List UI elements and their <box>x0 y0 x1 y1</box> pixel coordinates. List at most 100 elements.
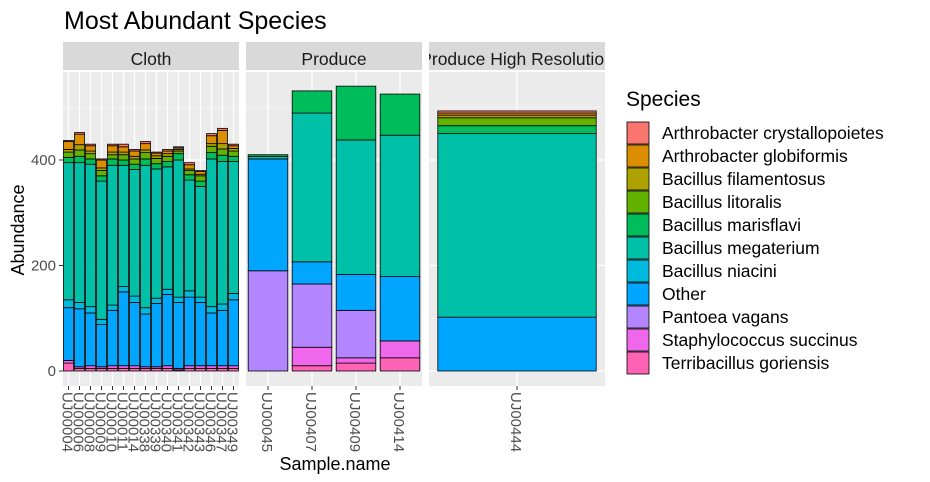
bar-segment <box>206 306 217 314</box>
bar-segment <box>74 144 85 151</box>
y-tick-label: 200 <box>31 258 56 275</box>
bar-segment <box>335 85 377 141</box>
legend-key <box>626 259 650 283</box>
bar-segment <box>379 93 421 136</box>
bar-segment <box>291 365 333 372</box>
bar-segment <box>247 154 289 157</box>
y-tick-label: 400 <box>31 152 56 169</box>
y-axis: 0 200 400 <box>31 152 63 380</box>
bar-segment <box>151 297 162 304</box>
bar-segment <box>247 158 289 272</box>
facet-strip <box>63 42 239 70</box>
bar-segment <box>206 312 217 367</box>
bar-segment <box>195 302 206 367</box>
legend-item: Arthrobacter crystallopoietes <box>626 121 884 145</box>
legend-label: Arthrobacter globiformis <box>662 146 848 166</box>
bar-segment <box>184 164 195 170</box>
legend-label: Other <box>662 284 706 304</box>
legend-item: Staphylococcus succinus <box>626 328 858 352</box>
bar-segment <box>107 304 118 311</box>
bar-segment <box>118 291 129 367</box>
bar-segment <box>96 158 107 161</box>
bar-segment <box>96 159 107 169</box>
bar-UJ00349 <box>228 143 239 372</box>
bar-segment <box>162 155 173 162</box>
bar-segment <box>96 318 107 325</box>
facet-produce-high-resolution: Produce High Resolution UJ00444 <box>420 42 614 452</box>
bar-segment <box>85 145 96 152</box>
bar-segment <box>217 127 228 131</box>
x-tick-label: UJ00004 <box>59 392 76 452</box>
legend-label: Bacillus filamentosus <box>662 169 826 189</box>
x-tick-label: UJ00349 <box>224 392 241 452</box>
bar-segment <box>184 290 195 298</box>
bar-segment <box>85 153 96 160</box>
bar-segment <box>195 296 206 303</box>
bar-segment <box>217 161 228 305</box>
bar-UJ00045 <box>247 154 289 372</box>
bar-segment <box>379 276 421 342</box>
bar-segment <box>379 340 421 359</box>
bar-segment <box>63 156 74 164</box>
bar-segment <box>107 309 118 367</box>
legend-key <box>626 351 650 375</box>
bar-UJ00009 <box>96 158 107 372</box>
bar-segment <box>437 133 597 318</box>
legend-key <box>626 190 650 214</box>
bar-UJ00409 <box>335 85 377 372</box>
facet-strip-label: Produce High Resolution <box>420 49 614 69</box>
legend-label: Terribacillus goriensis <box>662 353 830 373</box>
bar-segment <box>184 296 195 367</box>
legend-title: Species <box>626 88 701 111</box>
bar-segment <box>140 158 151 166</box>
bar-segment <box>118 286 129 293</box>
bar-segment <box>129 295 140 303</box>
bar-segment <box>162 161 173 168</box>
x-tick-label: UJ00010 <box>103 392 120 452</box>
x-tick-label: UJ00409 <box>346 392 363 452</box>
bar-segment <box>379 134 421 277</box>
bar-segment <box>379 357 421 372</box>
x-tick-label: UJ00444 <box>507 392 524 452</box>
legend-item: Other <box>626 282 706 306</box>
bar-segment <box>247 270 289 372</box>
x-tick-label: UJ00339 <box>147 392 164 452</box>
x-tick-label: UJ00346 <box>202 392 219 452</box>
legend-item: Bacillus filamentosus <box>626 167 826 191</box>
x-tick-label: UJ00341 <box>169 392 186 452</box>
bar-UJ00444 <box>437 110 597 372</box>
bar-segment <box>85 312 96 367</box>
bar-segment <box>437 117 597 127</box>
bar-segment <box>96 175 107 182</box>
bar-UJ00347 <box>217 127 228 372</box>
x-tick-label: UJ00414 <box>390 392 407 452</box>
x-tick-label: UJ00011 <box>114 392 131 451</box>
bar-UJ00340 <box>162 149 173 372</box>
x-tick-label: UJ00347 <box>213 392 230 452</box>
y-axis-label: Abundance <box>8 184 28 275</box>
x-tick-label: UJ00338 <box>136 392 153 452</box>
x-tick-label: UJ00407 <box>302 392 319 452</box>
x-tick-label: UJ00009 <box>92 392 109 452</box>
bar-UJ00339 <box>151 151 162 372</box>
bar-segment <box>184 174 195 181</box>
bar-segment <box>291 346 333 367</box>
bar-segment <box>206 135 217 145</box>
bar-segment <box>217 303 228 311</box>
legend-key <box>626 144 650 168</box>
bar-UJ00414 <box>379 93 421 372</box>
bar-segment <box>63 140 74 142</box>
x-tick-label: UJ00045 <box>258 392 275 452</box>
bar-segment <box>107 154 118 160</box>
bar-segment <box>217 154 228 162</box>
bar-segment <box>140 143 151 151</box>
bar-segment <box>107 164 118 306</box>
bar-segment <box>228 293 239 301</box>
bar-segment <box>173 146 184 149</box>
bar-segment <box>173 153 184 161</box>
facet-strip <box>246 42 422 70</box>
bar-segment <box>173 302 184 369</box>
bar-segment <box>118 164 129 287</box>
bar-UJ00008 <box>85 143 96 372</box>
